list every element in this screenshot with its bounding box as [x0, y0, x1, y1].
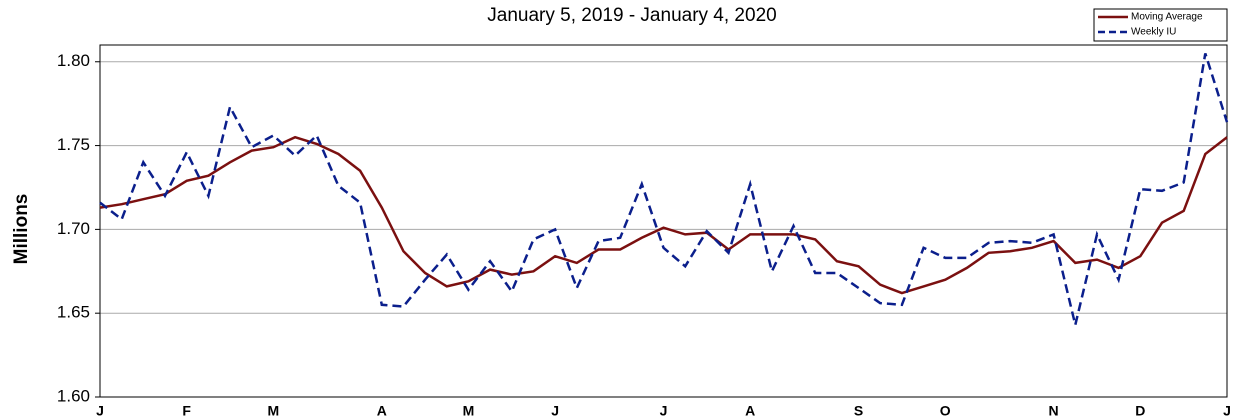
- legend-label: Weekly IU: [1131, 27, 1176, 38]
- x-tick-label: M: [268, 403, 280, 419]
- x-tick-label: A: [377, 403, 387, 419]
- x-tick-label: D: [1135, 403, 1145, 419]
- x-tick-label: J: [1223, 403, 1231, 419]
- y-tick-label: 1.70: [57, 219, 90, 238]
- series-line: [99, 135, 1228, 295]
- x-tick-label: O: [940, 403, 951, 419]
- series-line: [99, 53, 1229, 326]
- legend-box: [1093, 8, 1228, 42]
- x-tick-label: S: [854, 403, 863, 419]
- x-tick-label: J: [96, 403, 104, 419]
- legend-label: Moving Average: [1131, 12, 1203, 23]
- x-tick-label: M: [463, 403, 475, 419]
- x-tick-label: F: [182, 403, 191, 419]
- x-tick-label: J: [660, 403, 668, 419]
- plot-border: [99, 44, 1228, 398]
- y-tick-label: 1.80: [57, 51, 90, 70]
- x-tick-label: N: [1049, 403, 1059, 419]
- y-tick-label: 1.75: [57, 135, 90, 154]
- y-tick-label: 1.65: [57, 303, 90, 322]
- x-tick-label: J: [551, 403, 559, 419]
- y-tick-label: 1.60: [57, 386, 90, 405]
- y-axis-label: Millions: [11, 194, 32, 265]
- legend: Moving Average Weekly IU: [1093, 8, 1228, 42]
- chart-title: January 5, 2019 - January 4, 2020: [487, 5, 776, 26]
- x-tick-label: A: [745, 403, 755, 419]
